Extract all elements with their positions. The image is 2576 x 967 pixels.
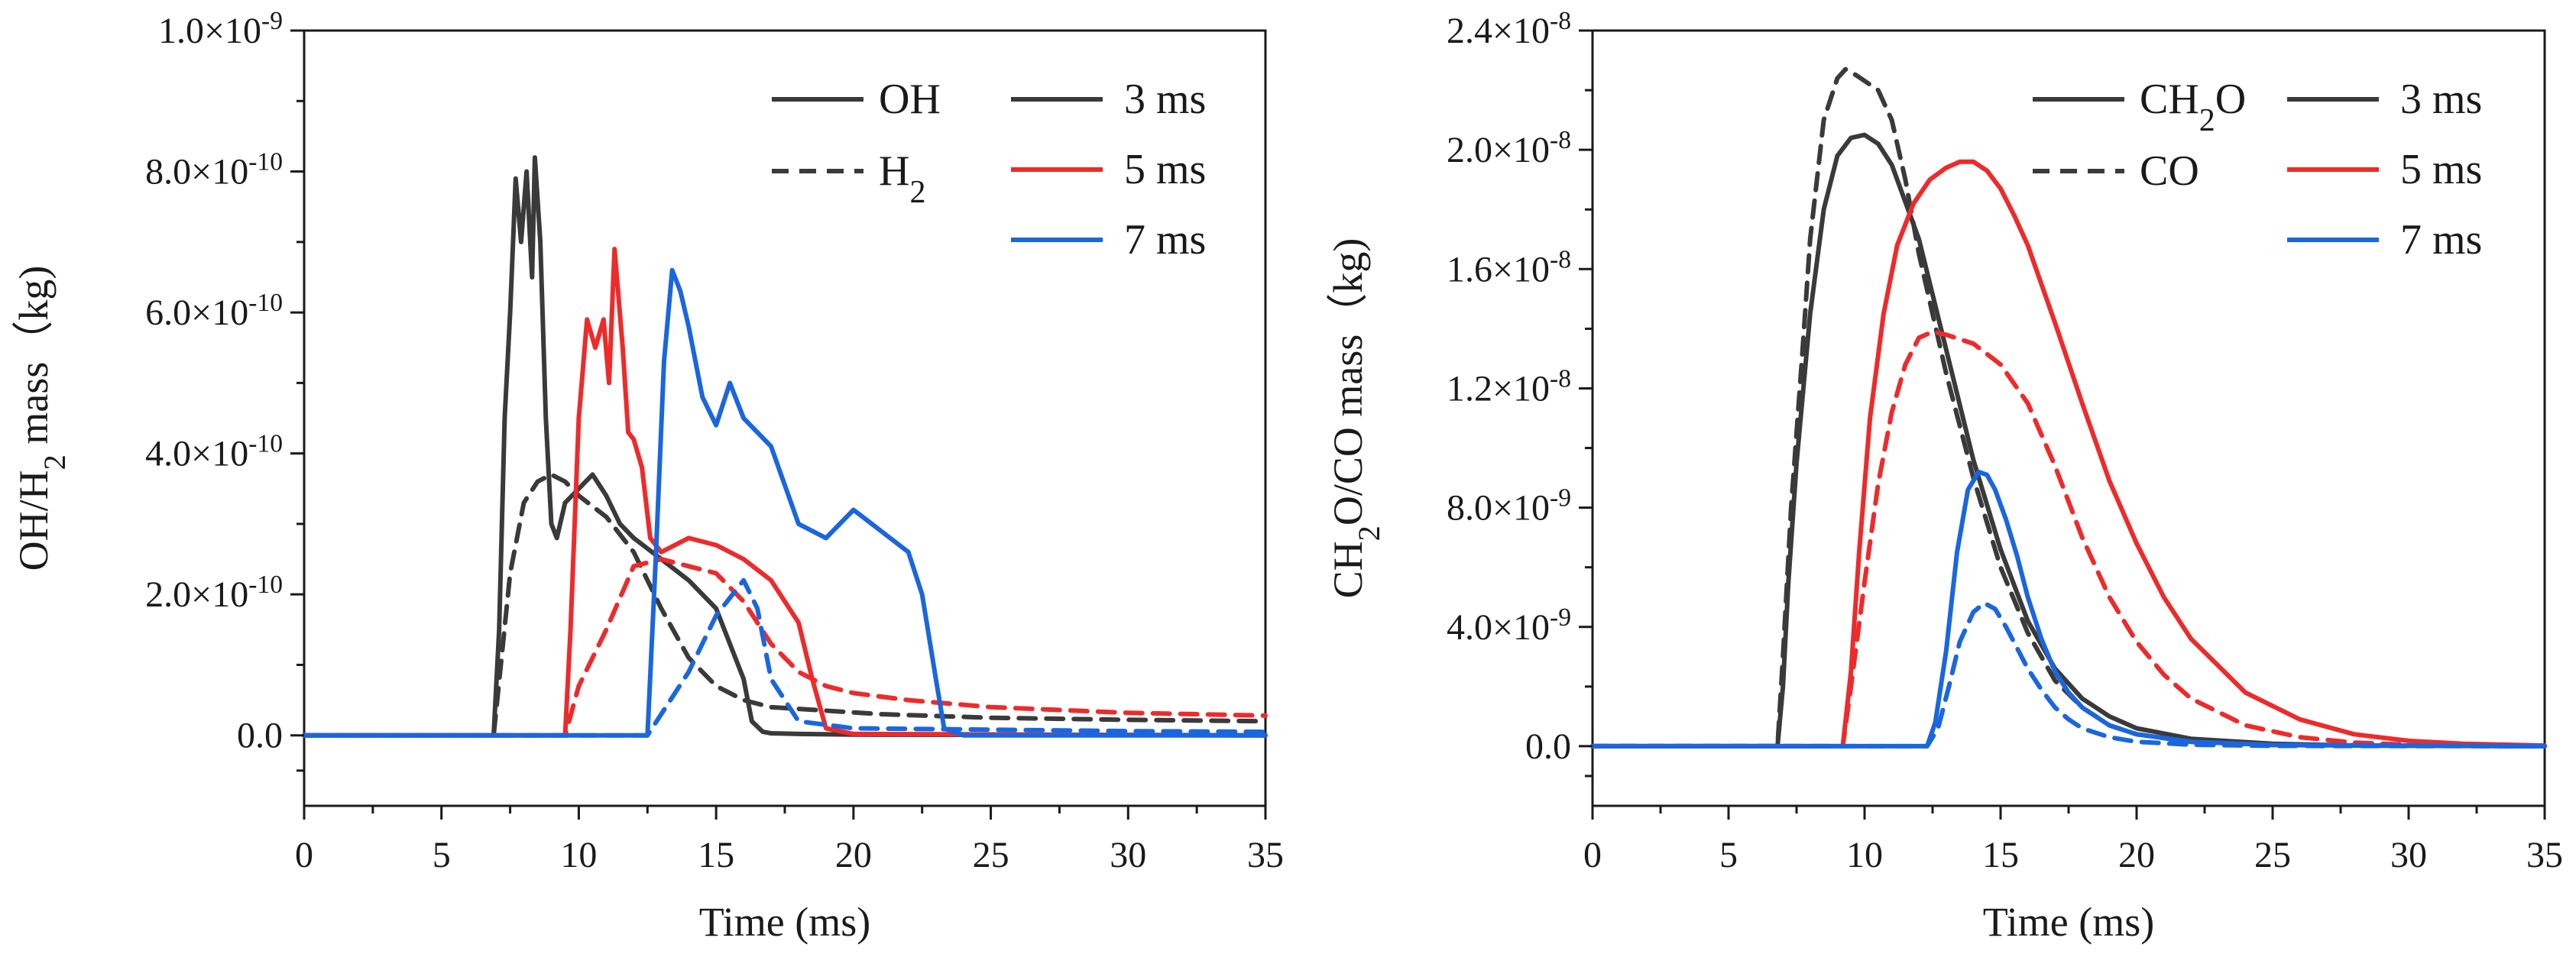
legend-label-time: 5 ms [1124, 146, 1206, 193]
legend-label-time: 7 ms [1124, 216, 1206, 264]
y-tick-label: 0.0 [1525, 726, 1571, 767]
series-line-h2-7-ms [302, 577, 1268, 738]
series-line-co-7-ms [1590, 600, 2547, 749]
series-line-h2-5-ms [302, 557, 1268, 738]
y-tick-label: 8.0×10-10 [145, 147, 283, 192]
legend-label-species: CO [2140, 147, 2199, 195]
y-tick-label: 2.0×10-10 [145, 571, 283, 616]
legend-label-species: OH [879, 76, 941, 123]
y-tick-label: 1.2×10-8 [1447, 364, 1571, 409]
series-line-oh-5-ms [302, 247, 1268, 738]
series-group [1590, 66, 2547, 749]
series-group [302, 155, 1268, 738]
y-tick-label: 2.4×10-8 [1447, 7, 1571, 52]
x-tick-label: 5 [433, 835, 451, 875]
x-tick-label: 15 [1982, 835, 2019, 875]
y-tick-label: 4.0×10-9 [1447, 603, 1571, 648]
x-tick-label: 15 [698, 835, 734, 875]
x-tick-label: 30 [1110, 835, 1146, 875]
legend: OH H2 3 ms 5 ms 7 ms [772, 76, 1206, 264]
y-tick-label: 1.6×10-8 [1447, 245, 1571, 290]
x-tick-label: 10 [560, 835, 597, 875]
y-tick-label: 6.0×10-10 [145, 289, 283, 334]
legend-label-time: 7 ms [2400, 216, 2482, 264]
series-line-h2-3-ms [302, 472, 1268, 738]
legend-label-time: 5 ms [2400, 146, 2482, 193]
y-tick-label: 2.0×10-8 [1447, 126, 1571, 171]
y-tick-label: 1.0×10-9 [158, 7, 283, 52]
x-tick-label: 20 [2118, 835, 2155, 875]
legend-label-species: H2 [879, 147, 925, 210]
chart-panel-1: 0 5 10 15 20 25 30 35 0.0 2.0×10-10 4.0×10-10 6.0×1… [11, 7, 1284, 946]
x-tick-label: 20 [835, 835, 872, 875]
y-tick-label: 4.0×10-10 [145, 429, 283, 474]
x-tick-label: 30 [2390, 835, 2427, 875]
series-line-oh-3-ms [302, 155, 1268, 738]
x-tick-label: 35 [2526, 835, 2563, 875]
plot-frame [303, 29, 1267, 807]
x-tick-label: 5 [1719, 835, 1738, 875]
legend-label-species: CH2O [2140, 76, 2246, 138]
legend-label-time: 3 ms [1124, 76, 1206, 123]
x-tick-label: 0 [295, 835, 313, 875]
chart-panel-2: 0 5 10 15 20 25 30 35 0.0 4.0×10-9 8.0×10-9 1.2×10-… [1325, 7, 2563, 946]
series-line-oh-7-ms [302, 267, 1268, 738]
y-tick-label: 0.0 [237, 716, 283, 756]
legend-label-time: 3 ms [2400, 76, 2482, 123]
x-axis-title: Time (ms) [1983, 899, 2155, 945]
series-line-ch2o-7-ms [1590, 469, 2547, 749]
legend: CH2O CO 3 ms 5 ms 7 ms [2033, 76, 2482, 264]
x-axis-title: Time (ms) [699, 899, 871, 945]
x-tick-label: 25 [2254, 835, 2291, 875]
x-tick-label: 25 [973, 835, 1009, 875]
series-line-co-5-ms [1590, 329, 2547, 749]
x-tick-label: 0 [1583, 835, 1602, 875]
x-tick-label: 10 [1846, 835, 1883, 875]
y-tick-label: 8.0×10-9 [1447, 484, 1571, 529]
x-tick-label: 35 [1247, 835, 1284, 875]
y-axis-title: OH/H2 mass（kg) [11, 266, 72, 571]
y-axis-title: CH2O/CO mass（kg) [1325, 238, 1386, 599]
series-line-ch2o-5-ms [1590, 159, 2547, 749]
